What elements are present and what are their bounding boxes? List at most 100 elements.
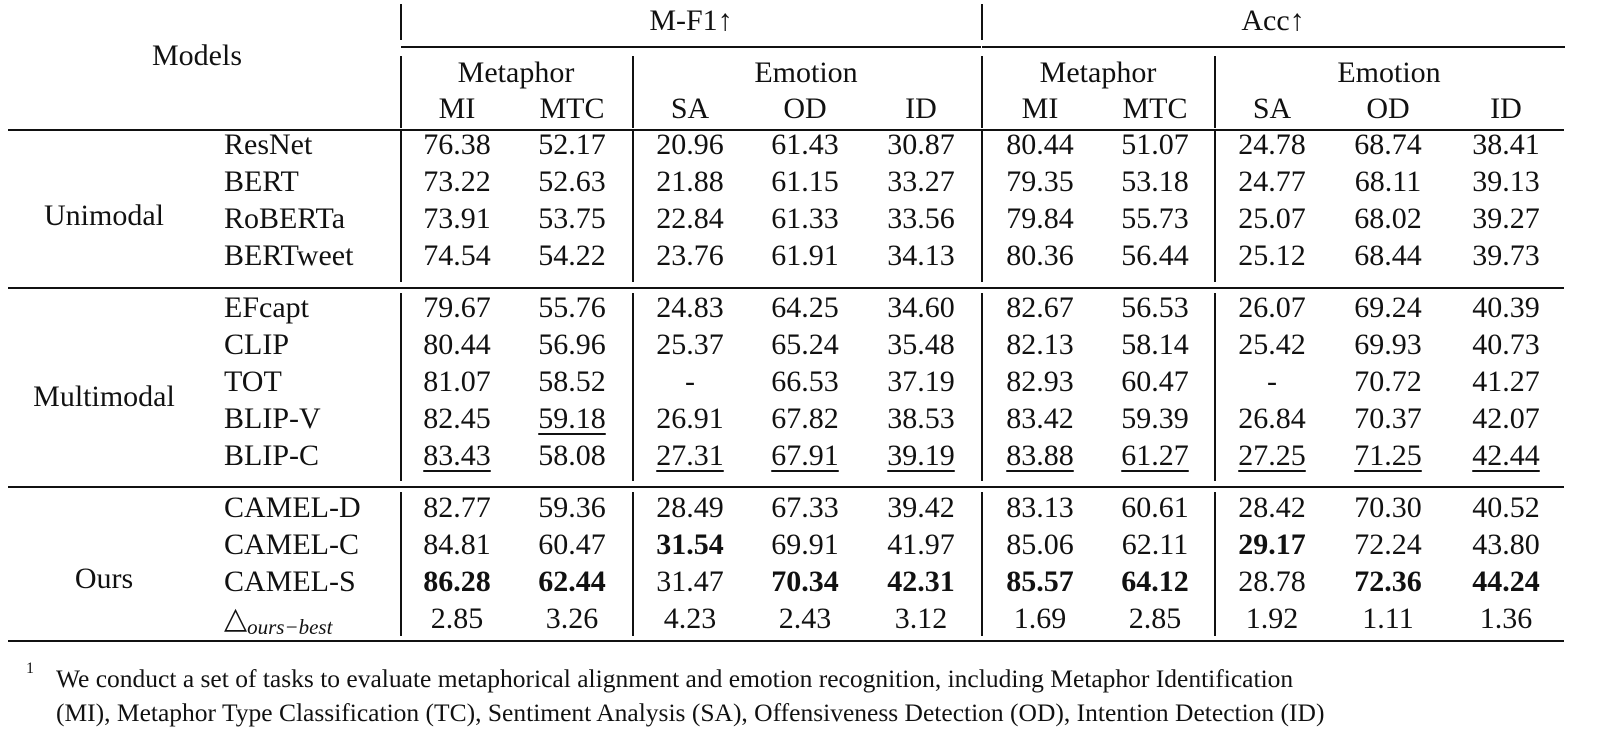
table-cell: 67.91 — [771, 439, 839, 472]
footnote-marker: 1 — [26, 660, 34, 677]
table-cell: 68.74 — [1354, 128, 1422, 161]
table-cell: 64.12 — [1121, 565, 1189, 598]
table-cell: 70.30 — [1354, 491, 1422, 524]
table-cell: 80.44 — [423, 328, 491, 361]
table-cell: 37.19 — [887, 365, 955, 398]
table-cell: 82.77 — [423, 491, 491, 524]
column-divider — [981, 56, 983, 128]
group-header-acc: Acc↑ — [1241, 4, 1305, 37]
table-cell: 39.19 — [887, 439, 955, 472]
column-header: OD — [1366, 92, 1410, 125]
table-cell: 80.44 — [1006, 128, 1074, 161]
table-cell: 65.24 — [771, 328, 839, 361]
section-label: Multimodal — [33, 380, 175, 413]
table-cell: 25.42 — [1238, 328, 1306, 361]
column-divider — [632, 293, 634, 481]
rule-under-mf1 — [401, 46, 981, 48]
table-cell: 28.49 — [656, 491, 724, 524]
table-cell: 40.39 — [1472, 291, 1540, 324]
table-cell: 59.18 — [538, 402, 606, 435]
rule-bottom — [8, 640, 1564, 643]
table-cell: 43.80 — [1472, 528, 1540, 561]
table-cell: 30.87 — [887, 128, 955, 161]
table-cell: 83.13 — [1006, 491, 1074, 524]
table-cell: 60.61 — [1121, 491, 1189, 524]
table-cell: 60.47 — [1121, 365, 1189, 398]
model-name: △ours−best — [224, 602, 332, 640]
subgroup-header: Metaphor — [1039, 56, 1157, 89]
column-divider — [981, 293, 983, 481]
column-header: ID — [1490, 92, 1522, 125]
column-divider — [400, 492, 402, 636]
table-cell: 81.07 — [423, 365, 491, 398]
table-cell: 2.43 — [778, 602, 832, 635]
table-cell: 61.33 — [771, 202, 839, 235]
subgroup-header: Metaphor — [457, 56, 575, 89]
table-cell: 62.44 — [538, 565, 606, 598]
table-cell: 27.31 — [656, 439, 724, 472]
model-name: EFcapt — [224, 291, 309, 324]
table-cell: 76.38 — [423, 128, 491, 161]
table-cell: 79.35 — [1006, 165, 1074, 198]
table-cell: 31.54 — [656, 528, 724, 561]
table-cell: 4.23 — [663, 602, 717, 635]
table-cell: 42.07 — [1472, 402, 1540, 435]
table-cell: 28.42 — [1238, 491, 1306, 524]
model-name: CAMEL-S — [224, 565, 356, 598]
column-divider — [981, 492, 983, 636]
table-cell: 59.39 — [1121, 402, 1189, 435]
table-cell: 23.76 — [656, 239, 724, 272]
table-cell: 42.44 — [1472, 439, 1540, 472]
table-cell: 39.13 — [1472, 165, 1540, 198]
table-cell: 24.83 — [656, 291, 724, 324]
table-cell: 66.53 — [771, 365, 839, 398]
table-cell: 34.60 — [887, 291, 955, 324]
column-divider — [632, 492, 634, 636]
table-cell: 34.13 — [887, 239, 955, 272]
table-cell: 82.45 — [423, 402, 491, 435]
table-cell: 85.06 — [1006, 528, 1074, 561]
table-cell: 68.44 — [1354, 239, 1422, 272]
table-cell: 83.88 — [1006, 439, 1074, 472]
footnote-line-1: We conduct a set of tasks to evaluate me… — [56, 664, 1294, 693]
table-cell: 68.11 — [1354, 165, 1422, 198]
table-cell: 58.08 — [538, 439, 606, 472]
model-name: TOT — [224, 365, 282, 398]
table-cell: 55.73 — [1121, 202, 1189, 235]
table-cell: 21.88 — [656, 165, 724, 198]
column-divider — [400, 130, 402, 282]
model-name: ResNet — [224, 128, 313, 161]
table-cell: 29.17 — [1238, 528, 1306, 561]
column-divider — [1214, 56, 1216, 128]
table-cell: 69.24 — [1354, 291, 1422, 324]
column-header: OD — [783, 92, 827, 125]
table-cell: 52.17 — [538, 128, 606, 161]
model-name: BLIP-C — [224, 439, 320, 472]
table-cell: 40.73 — [1472, 328, 1540, 361]
table-cell: 70.37 — [1354, 402, 1422, 435]
table-cell: 52.63 — [538, 165, 606, 198]
table-cell: 70.34 — [771, 565, 839, 598]
table-cell: 2.85 — [430, 602, 484, 635]
table-cell: 80.36 — [1006, 239, 1074, 272]
table-cell: 3.12 — [894, 602, 948, 635]
section-label: Unimodal — [44, 199, 164, 232]
table-cell: 2.85 — [1128, 602, 1182, 635]
table-cell: 1.36 — [1479, 602, 1533, 635]
table-cell: 35.48 — [887, 328, 955, 361]
table-cell: 1.11 — [1362, 602, 1414, 635]
table-cell: 61.91 — [771, 239, 839, 272]
table-cell: 69.93 — [1354, 328, 1422, 361]
table-cell: 62.11 — [1121, 528, 1189, 561]
table-cell: 1.92 — [1245, 602, 1299, 635]
table-cell: 59.36 — [538, 491, 606, 524]
model-name: CLIP — [224, 328, 290, 361]
delta-symbol: △ — [224, 602, 248, 635]
table-cell: 67.82 — [771, 402, 839, 435]
table-cell: 61.43 — [771, 128, 839, 161]
table-cell: 74.54 — [423, 239, 491, 272]
table-cell: - — [1267, 365, 1277, 398]
table-cell: 28.78 — [1238, 565, 1306, 598]
table-cell: 31.47 — [656, 565, 724, 598]
table-cell: 82.67 — [1006, 291, 1074, 324]
